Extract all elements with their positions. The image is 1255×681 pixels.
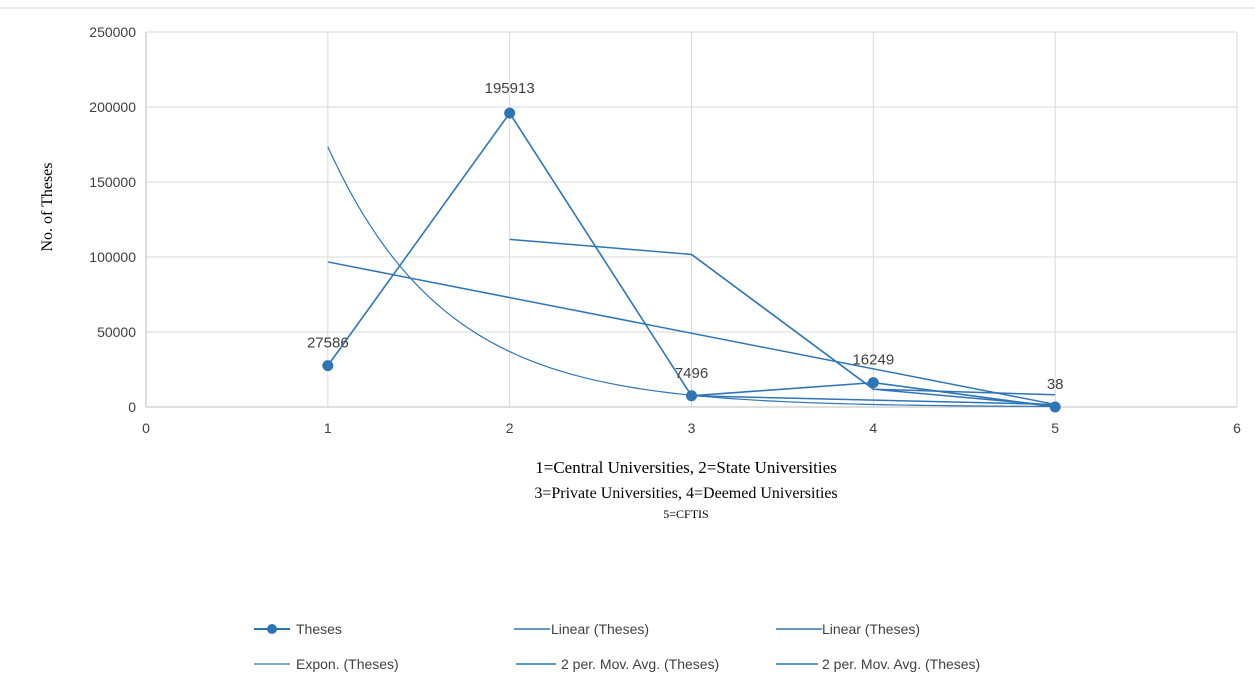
legend-label-theses: Theses [296, 621, 342, 637]
legend-label-mov-avg-2: 2 per. Mov. Avg. (Theses) [822, 656, 980, 672]
y-tick-label: 150000 [89, 174, 136, 190]
moving-average-line-5 [691, 253, 1056, 407]
data-label: 27586 [307, 335, 349, 352]
x-axis-title-line-1: 1=Central Universities, 2=State Universi… [535, 458, 837, 477]
x-tick-label: 1 [324, 420, 332, 436]
legend-item-expon: Expon. (Theses) [254, 656, 399, 672]
x-axis-title-line-3: 5=CFTIS [663, 507, 708, 521]
legend-label-expon: Expon. (Theses) [296, 656, 399, 672]
legend-item-theses: Theses [254, 621, 342, 637]
data-label: 38 [1047, 376, 1064, 393]
x-tick-label: 2 [506, 420, 514, 436]
x-tick-label: 0 [142, 420, 150, 436]
theses-point [322, 360, 334, 372]
gridlines [146, 31, 1238, 407]
legend-item-mov-avg-2: 2 per. Mov. Avg. (Theses) [776, 656, 980, 672]
y-tick-label: 200000 [89, 99, 136, 115]
x-tick-label: 5 [1051, 420, 1059, 436]
legend-item-mov-avg-1: 2 per. Mov. Avg. (Theses) [516, 656, 719, 672]
y-axis-title: No. of Theses [39, 162, 56, 251]
moving-average-line-4 [509, 238, 1056, 396]
theses-point [867, 377, 879, 389]
theses-point [504, 107, 516, 119]
data-label: 195913 [485, 80, 535, 97]
y-tick-label: 50000 [97, 324, 136, 340]
x-axis-title-line-2: 3=Private Universities, 4=Deemed Univers… [534, 485, 837, 502]
data-label: 7496 [675, 365, 708, 382]
legend-marker-theses [267, 624, 277, 634]
labels-group: 0 50000 100000 150000 200000 250000 0 1 2 3 4 5 6 275… [89, 24, 1241, 436]
legend-label-mov-avg-1: 2 per. Mov. Avg. (Theses) [561, 656, 719, 672]
legend-label-linear-2: Linear (Theses) [822, 621, 920, 637]
x-tick-label: 3 [688, 420, 696, 436]
legend-label-linear-1: Linear (Theses) [551, 621, 649, 637]
legend: Theses Linear (Theses) Linear (Theses) E… [254, 621, 980, 672]
legend-item-linear-2: Linear (Theses) [776, 621, 920, 637]
legend-item-linear-1: Linear (Theses) [514, 621, 649, 637]
expon-trendline [327, 146, 1056, 408]
linear-trendline-1 [327, 261, 1056, 406]
x-tick-label: 6 [1233, 420, 1241, 436]
series-group [322, 107, 1061, 413]
linear-trendline-2 [691, 395, 1056, 406]
y-tick-label: 100000 [89, 249, 136, 265]
x-tick-label: 4 [869, 420, 877, 436]
y-tick-label: 250000 [89, 24, 136, 40]
y-tick-label: 0 [128, 399, 136, 415]
data-label: 16249 [852, 352, 894, 369]
